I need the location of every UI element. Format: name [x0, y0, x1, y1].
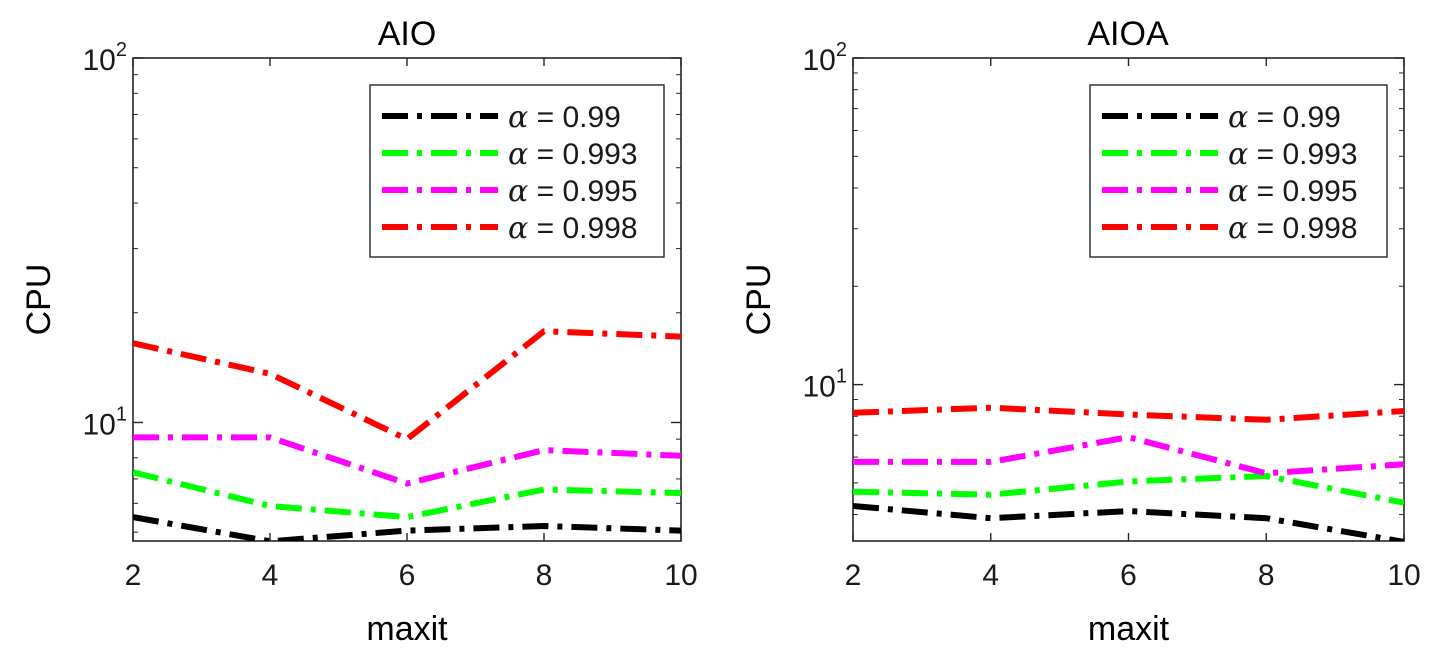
legend-alpha-symbol: α — [1228, 174, 1248, 209]
y-tick-label: 102 — [803, 39, 848, 77]
series-line-0-995 — [133, 434, 681, 487]
legend-entry-3: α = 0.998 — [508, 211, 638, 246]
chart-title-aioa: AIOA — [1087, 15, 1169, 53]
y-tick-exponent: 2 — [836, 39, 847, 61]
x-tick-label: 6 — [1120, 559, 1137, 592]
legend-value: = 0.99 — [1248, 101, 1341, 134]
y-tick-exponent: 1 — [116, 403, 127, 425]
x-axis-label: maxit — [366, 610, 448, 648]
x-axis-label: maxit — [1088, 610, 1170, 648]
legend-alpha-symbol: α — [1228, 211, 1248, 246]
x-tick-label: 8 — [1258, 559, 1275, 592]
y-axis-label: CPU — [20, 264, 58, 336]
x-tick-label: 2 — [845, 559, 862, 592]
legend-value: = 0.995 — [528, 175, 637, 208]
legend-alpha-symbol: α — [1228, 100, 1248, 135]
legend-entry-1: α = 0.993 — [1228, 137, 1358, 172]
series-line-0-998 — [133, 328, 681, 443]
y-tick-label: 102 — [83, 39, 128, 77]
x-tick-label: 6 — [399, 559, 416, 592]
y-tick-base: 10 — [83, 408, 116, 441]
legend-entry-1: α = 0.993 — [508, 137, 638, 172]
legend-value: = 0.998 — [1248, 212, 1357, 245]
y-tick-exponent: 2 — [116, 39, 127, 61]
legend-entry-0: α = 0.99 — [508, 100, 621, 135]
legend-entry-0: α = 0.99 — [1228, 100, 1341, 135]
series-line-0-99 — [133, 514, 681, 541]
y-tick-base: 10 — [803, 371, 836, 404]
y-tick-base: 10 — [83, 44, 116, 77]
series-line-0-998 — [853, 404, 1404, 423]
chart-title-aio: AIO — [378, 15, 437, 53]
y-tick-base: 10 — [803, 44, 836, 77]
legend-alpha-symbol: α — [508, 211, 528, 246]
legend-entry-2: α = 0.995 — [1228, 174, 1358, 209]
legend-alpha-symbol: α — [1228, 137, 1248, 172]
x-tick-label: 4 — [262, 559, 279, 592]
legend-alpha-symbol: α — [508, 174, 528, 209]
series-line-0-995 — [853, 434, 1404, 477]
x-tick-label: 10 — [664, 559, 697, 592]
legend-value: = 0.995 — [1248, 175, 1357, 208]
legend-alpha-symbol: α — [508, 137, 528, 172]
x-tick-label: 8 — [536, 559, 553, 592]
legend-value: = 0.998 — [528, 212, 637, 245]
x-tick-label: 2 — [125, 559, 142, 592]
series-line-0-99 — [853, 503, 1404, 541]
legend-value: = 0.993 — [528, 138, 637, 171]
series-line-0-993 — [133, 469, 681, 521]
legend-entry-3: α = 0.998 — [1228, 211, 1358, 246]
y-axis-label: CPU — [740, 264, 778, 336]
x-tick-label: 10 — [1387, 559, 1420, 592]
y-tick-label: 101 — [803, 366, 848, 404]
legend-value: = 0.993 — [1248, 138, 1357, 171]
legend-entry-2: α = 0.995 — [508, 174, 638, 209]
legend-alpha-symbol: α — [508, 100, 528, 135]
series-line-0-993 — [853, 473, 1404, 506]
legend-value: = 0.99 — [528, 101, 621, 134]
x-tick-label: 4 — [982, 559, 999, 592]
y-tick-exponent: 1 — [836, 366, 847, 388]
y-tick-label: 101 — [83, 403, 128, 441]
